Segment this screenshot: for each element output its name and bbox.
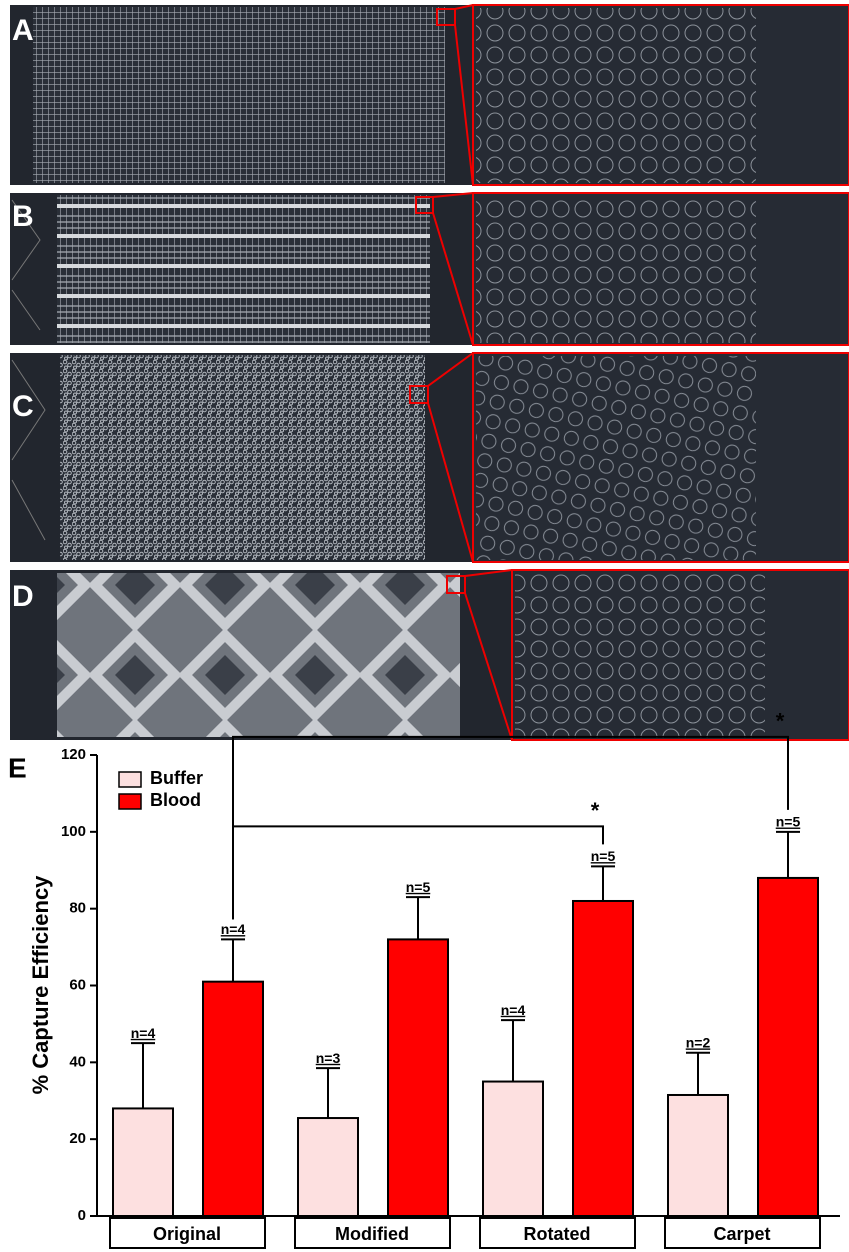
significance-label: * <box>776 709 785 734</box>
bar <box>112 1107 174 1218</box>
n-label: n=3 <box>316 1050 341 1066</box>
panel-letter: A <box>12 14 34 47</box>
x-tick-label: Rotated <box>524 1224 591 1244</box>
legend-label: Blood <box>150 790 201 810</box>
pillar-zoom <box>515 573 765 738</box>
panel-b: B <box>10 192 849 346</box>
zoom-line <box>427 352 474 563</box>
legend-label: Buffer <box>150 768 203 788</box>
zoom-line <box>432 192 474 346</box>
y-axis-label: % Capture Efficiency <box>28 875 53 1095</box>
category-box <box>109 1217 266 1249</box>
bar <box>757 876 819 1218</box>
y-tick-label: 0 <box>78 1207 86 1224</box>
category-box <box>479 1217 636 1249</box>
zoom-line <box>454 4 474 186</box>
error-bar <box>406 896 430 940</box>
n-label: n=4 <box>501 1002 526 1018</box>
bar <box>667 1093 729 1218</box>
category-box <box>664 1217 821 1249</box>
error-bar <box>131 1042 155 1109</box>
error-bar <box>316 1067 340 1119</box>
panel-a: A <box>10 4 849 186</box>
bar <box>297 1117 359 1217</box>
pillar-array <box>57 573 460 737</box>
n-label: n=4 <box>131 1025 156 1041</box>
panel-letter: B <box>12 200 34 233</box>
pillar-array <box>33 7 445 183</box>
zoom-box <box>415 196 434 214</box>
bar <box>202 980 264 1217</box>
inlet-outline <box>11 199 41 331</box>
y-tick-label: 40 <box>69 1053 86 1070</box>
x-tick-label: Modified <box>335 1224 409 1244</box>
zoom-box <box>446 575 466 594</box>
error-bar <box>776 830 800 878</box>
category-box <box>294 1217 451 1249</box>
error-bar <box>221 938 245 982</box>
panel-c: C <box>10 352 849 563</box>
x-tick-label: Original <box>153 1224 221 1244</box>
panel-letter: C <box>12 390 34 423</box>
x-tick-label: Carpet <box>713 1224 770 1244</box>
y-tick-label: 100 <box>61 823 86 840</box>
pillar-zoom <box>476 8 756 183</box>
inlet-outline <box>11 359 46 541</box>
significance-bracket <box>232 735 789 920</box>
zoom-box <box>409 385 429 404</box>
pillar-array <box>57 195 430 343</box>
panel-d: D <box>10 569 849 741</box>
n-label: n=4 <box>221 921 246 937</box>
error-bar <box>686 1051 710 1095</box>
pillar-zoom <box>476 356 756 560</box>
bar <box>482 1080 544 1217</box>
y-tick-label: 60 <box>69 976 86 993</box>
n-label: n=5 <box>406 879 431 895</box>
pillar-array <box>60 355 425 560</box>
legend-swatch <box>118 771 142 788</box>
y-tick-label: 120 <box>61 746 86 763</box>
pillar-zoom <box>476 196 756 343</box>
bar <box>572 899 634 1217</box>
zoom-line <box>464 569 513 741</box>
n-label: n=2 <box>686 1034 711 1050</box>
n-label: n=5 <box>591 848 616 864</box>
y-tick-label: 80 <box>69 900 86 917</box>
zoom-box <box>436 8 456 26</box>
panel-letter: D <box>12 580 34 613</box>
error-bar <box>591 865 615 901</box>
panel-letter: E <box>8 752 27 783</box>
error-bar <box>501 1019 525 1082</box>
significance-label: * <box>591 798 600 823</box>
y-tick-label: 20 <box>69 1130 86 1147</box>
bar <box>387 938 449 1218</box>
n-label: n=5 <box>776 814 801 830</box>
legend-swatch <box>118 793 142 810</box>
